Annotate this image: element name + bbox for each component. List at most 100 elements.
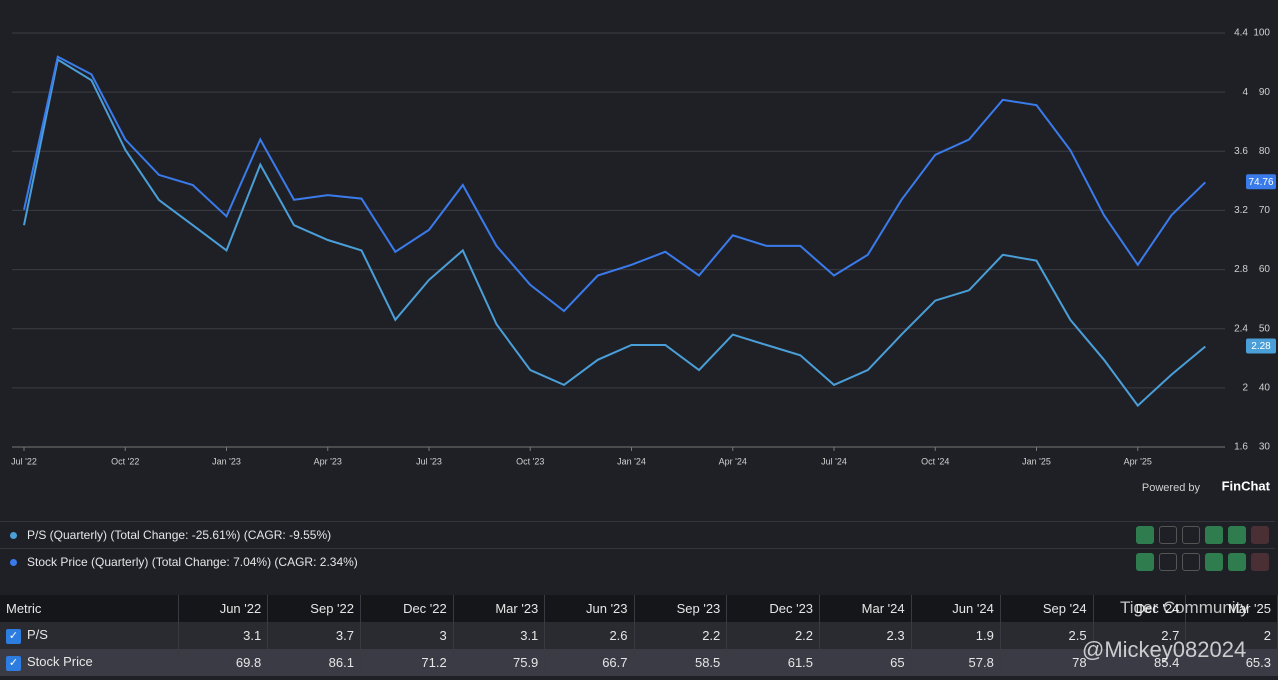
y-tick-label: 2 — [1242, 382, 1248, 393]
legend-buttons — [1136, 553, 1269, 571]
x-tick-label: Jul '24 — [821, 456, 847, 466]
legend-dot — [10, 558, 17, 566]
series-line — [23, 55, 1206, 313]
cell-text: 65 — [890, 655, 905, 670]
table-cell: 3 — [360, 622, 454, 649]
cell-text: 2 — [1263, 628, 1271, 643]
cell-text: 3.1 — [520, 628, 539, 643]
button[interactable] — [1228, 526, 1246, 544]
x-tick-label: Oct '24 — [921, 456, 949, 466]
header-cell: Jun '23 — [544, 595, 635, 622]
cell-text: 2.2 — [794, 628, 814, 643]
header-cell: Mar '23 — [453, 595, 546, 622]
table-cell: ✓ Stock Price — [0, 649, 179, 676]
legend-row: P/S (Quarterly) (Total Change: -25.61%) … — [0, 521, 1275, 548]
x-tick-label: Apr '24 — [719, 456, 747, 466]
x-tick-label: Jan '24 — [617, 456, 646, 466]
header-cell: Jun '22 — [178, 595, 269, 622]
header-cell: Sep '22 — [267, 595, 361, 622]
table-cell: 3.1 — [453, 622, 546, 649]
table-cell: 86.1 — [267, 649, 361, 676]
table-cell: 2.3 — [819, 622, 912, 649]
y-tick-label: 3.6 — [1234, 146, 1248, 157]
button[interactable] — [1205, 526, 1223, 544]
x-tick-label: Jan '23 — [212, 456, 241, 466]
x-tick-label: Apr '23 — [314, 456, 342, 466]
cell-text: 78 — [1072, 655, 1087, 670]
checkbox[interactable]: ✓ — [6, 628, 21, 644]
table-row: ✓ P/S 3.1 3.7 3 3.1 2.6 2.2 2.2 2.3 1.9 2.5 2.7 2 — [0, 622, 1278, 649]
table-cell: 58.5 — [634, 649, 728, 676]
header-row: Metric Jun '22 Sep '22 Dec '22 Mar '23 Jun '2… — [0, 595, 1278, 622]
y-tick-label: 1.6 — [1234, 442, 1248, 453]
button[interactable] — [1251, 553, 1269, 571]
cell-text: 69.8 — [235, 655, 262, 670]
legend-label: Stock Price (Quarterly) (Total Change: 7… — [27, 555, 358, 569]
y2-tick-label: 50 — [1259, 323, 1271, 334]
cell-text: P/S — [27, 627, 48, 643]
cell-text: 85.4 — [1154, 655, 1180, 670]
value-badge-label: 74.76 — [1248, 177, 1273, 188]
cell-text: 57.8 — [968, 655, 994, 670]
header-cell: Metric — [0, 595, 179, 622]
table-cell: 75.9 — [453, 649, 546, 676]
button[interactable] — [1159, 553, 1177, 571]
y2-tick-label: 60 — [1259, 264, 1271, 275]
cell-text: 3 — [439, 628, 447, 643]
header-cell: Sep '23 — [634, 595, 728, 622]
legend-buttons — [1136, 526, 1269, 544]
button[interactable] — [1159, 526, 1177, 544]
table-row: ✓ Stock Price 69.8 86.1 71.2 75.9 66.7 58.5 61.5… — [0, 649, 1278, 676]
cell-text: Stock Price — [27, 654, 93, 670]
y2-tick-label: 80 — [1259, 146, 1271, 157]
button[interactable] — [1228, 553, 1246, 571]
button[interactable] — [1182, 553, 1200, 571]
button[interactable] — [1136, 553, 1154, 571]
y2-tick-label: 70 — [1259, 205, 1271, 216]
powered-by: Powered by — [1142, 482, 1201, 494]
header-cell: Dec '23 — [726, 595, 821, 622]
cell-text: 71.2 — [421, 655, 447, 670]
y2-tick-label: 30 — [1259, 442, 1271, 453]
chart: Powered by FinChat 1.6 2 2.4 2.8 3.2 3.6 4 4.4 3… — [11, 28, 1276, 494]
table-cell: 1.9 — [911, 622, 1001, 649]
cell-text: 2.7 — [1161, 628, 1180, 643]
legend-dot — [10, 531, 17, 539]
table-cell: ✓ P/S — [0, 622, 179, 649]
table-cell: 2.6 — [544, 622, 635, 649]
x-tick-label: Oct '23 — [516, 456, 544, 466]
watermark-brand: Tiger Community — [1120, 598, 1249, 617]
legend-label: P/S (Quarterly) (Total Change: -25.61%) … — [27, 528, 332, 542]
button[interactable] — [1136, 526, 1154, 544]
table-cell: 65.3 — [1185, 649, 1278, 676]
button[interactable] — [1205, 553, 1223, 571]
cell-text: 2.5 — [1068, 628, 1087, 643]
header-cell: Dec '24 — [1093, 595, 1187, 622]
table-cell: 2.7 — [1093, 622, 1187, 649]
cell-text: 2.6 — [609, 628, 628, 643]
cell-text: 1.9 — [975, 628, 994, 643]
x-tick-label: Oct '22 — [111, 456, 139, 466]
table-cell: 85.4 — [1093, 649, 1187, 676]
table-cell: 61.5 — [726, 649, 821, 676]
y-tick-label: 4.4 — [1234, 28, 1248, 39]
legend-row: Stock Price (Quarterly) (Total Change: 7… — [0, 548, 1275, 575]
header-cell: Sep '24 — [1000, 595, 1094, 622]
button[interactable] — [1182, 526, 1200, 544]
header-cell: Mar '24 — [819, 595, 912, 622]
value-badge — [1246, 338, 1276, 354]
table-cell: 2 — [1185, 622, 1278, 649]
value-badge-label: 2.28 — [1251, 341, 1271, 352]
button[interactable] — [1251, 526, 1269, 544]
checkbox[interactable]: ✓ — [6, 655, 21, 671]
header-cell: Dec '22 — [360, 595, 454, 622]
x-tick-label: Apr '25 — [1124, 456, 1152, 466]
table-cell: 57.8 — [911, 649, 1001, 676]
table-cell: 71.2 — [360, 649, 454, 676]
y-tick-label: 2.8 — [1234, 264, 1248, 275]
series-line — [23, 58, 1206, 408]
cell-text: 75.9 — [512, 655, 539, 670]
header-cell: Jun '24 — [911, 595, 1001, 622]
cell-text: 58.5 — [694, 655, 721, 670]
x-tick-label: Jul '23 — [416, 456, 442, 466]
